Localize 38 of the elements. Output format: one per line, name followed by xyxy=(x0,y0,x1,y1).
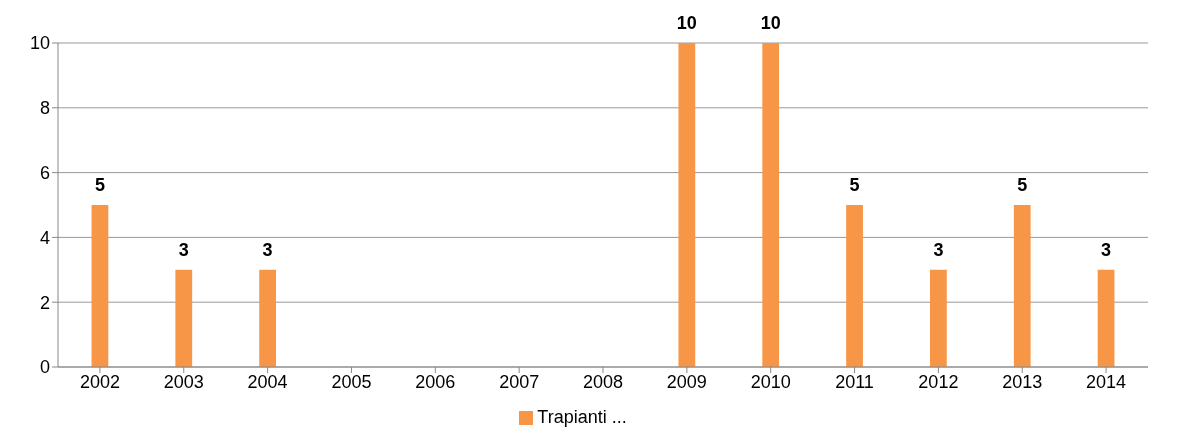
bar xyxy=(1013,205,1031,367)
x-tick-label: 2009 xyxy=(666,371,707,392)
bar xyxy=(678,43,696,367)
bar xyxy=(930,269,947,367)
y-tick-label: 2 xyxy=(39,292,50,313)
x-tick-label: 2002 xyxy=(79,371,120,392)
x-tick-label: 2003 xyxy=(163,371,204,392)
bar xyxy=(762,43,780,367)
x-tick-label: 2010 xyxy=(750,371,791,392)
y-tick-label: 8 xyxy=(39,98,50,119)
x-tick-label: 2005 xyxy=(331,371,372,392)
bar xyxy=(91,205,109,367)
data-label: 5 xyxy=(1017,175,1028,195)
y-tick-label: 6 xyxy=(39,162,50,183)
x-tick-label: 2011 xyxy=(835,371,874,392)
bar xyxy=(259,269,276,367)
x-tick-label: 2008 xyxy=(582,371,624,392)
data-label: 5 xyxy=(94,175,105,195)
y-tick-label: 0 xyxy=(39,357,50,378)
data-label: 3 xyxy=(933,239,944,260)
data-label: 3 xyxy=(262,239,273,260)
data-label: 3 xyxy=(1101,239,1112,260)
x-tick-label: 2004 xyxy=(247,371,288,392)
x-tick-label: 2006 xyxy=(415,371,456,392)
legend-label: Trapianti ... xyxy=(537,407,627,427)
x-tick-label: 2014 xyxy=(1086,371,1127,392)
x-tick-label: 2013 xyxy=(1002,371,1043,392)
data-label: 5 xyxy=(849,175,860,195)
y-tick-label: 4 xyxy=(39,227,50,248)
y-tick-label: 10 xyxy=(29,33,50,54)
x-tick-label: 2012 xyxy=(918,371,959,392)
data-label: 10 xyxy=(760,13,781,33)
bar xyxy=(846,205,863,367)
bar xyxy=(1097,269,1115,367)
bar xyxy=(175,269,193,367)
data-label: 10 xyxy=(676,13,697,33)
x-tick-label: 2007 xyxy=(499,371,540,392)
data-label: 3 xyxy=(178,239,189,260)
